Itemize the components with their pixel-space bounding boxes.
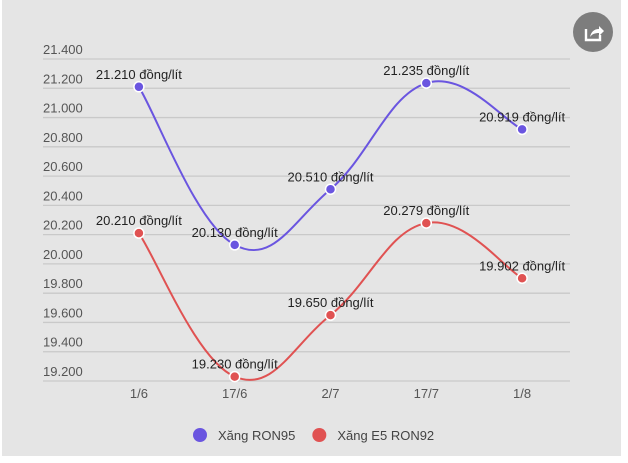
legend-marker[interactable] xyxy=(193,428,207,442)
y-tick-label: 21.000 xyxy=(43,101,83,116)
data-point xyxy=(516,123,528,136)
share-icon xyxy=(584,26,604,42)
x-tick-label: 1/8 xyxy=(513,386,531,401)
x-tick-label: 17/7 xyxy=(414,386,439,401)
y-tick-label: 20.200 xyxy=(43,218,83,233)
data-label: 21.210 đồng/lít xyxy=(96,67,182,82)
data-point xyxy=(324,183,337,196)
y-tick-label: 20.000 xyxy=(43,247,83,262)
data-label: 19.650 đồng/lít xyxy=(287,295,373,310)
y-tick-label: 19.200 xyxy=(43,364,83,379)
y-tick-label: 19.800 xyxy=(43,276,83,291)
data-point xyxy=(420,217,433,229)
share-button[interactable] xyxy=(573,12,613,52)
data-point xyxy=(324,309,337,321)
legend-item-label[interactable]: Xăng E5 RON92 xyxy=(337,428,434,443)
data-point xyxy=(133,227,145,239)
y-tick-label: 20.600 xyxy=(43,159,83,174)
y-tick-label: 19.400 xyxy=(43,335,83,350)
data-label: 20.210 đồng/lít xyxy=(96,213,182,228)
legend-marker[interactable] xyxy=(312,428,327,442)
y-tick-label: 21.200 xyxy=(43,71,83,86)
data-point xyxy=(516,272,528,285)
x-tick-label: 1/6 xyxy=(130,386,148,401)
data-point xyxy=(228,370,241,383)
data-label: 20.510 đồng/lít xyxy=(287,169,373,184)
data-label: 19.230 đồng/lít xyxy=(192,357,278,372)
data-label: 20.919 đồng/lít xyxy=(479,109,565,124)
chart-panel xyxy=(2,0,621,456)
data-label: 21.235 đồng/lít xyxy=(383,63,469,78)
x-tick-label: 17/6 xyxy=(222,386,247,401)
legend-item-label[interactable]: Xăng RON95 xyxy=(218,428,295,443)
data-point xyxy=(420,77,433,89)
data-point xyxy=(133,81,145,93)
data-label: 20.279 đồng/lít xyxy=(383,203,469,218)
y-tick-label: 21.400 xyxy=(43,42,83,57)
x-tick-label: 2/7 xyxy=(321,386,339,401)
data-label: 19.902 đồng/lít xyxy=(479,258,565,273)
y-tick-label: 19.600 xyxy=(43,305,83,320)
y-tick-label: 20.400 xyxy=(43,188,83,203)
y-tick-label: 20.800 xyxy=(43,130,83,145)
data-label: 20.130 đồng/lít xyxy=(192,225,278,240)
data-point xyxy=(228,239,241,251)
